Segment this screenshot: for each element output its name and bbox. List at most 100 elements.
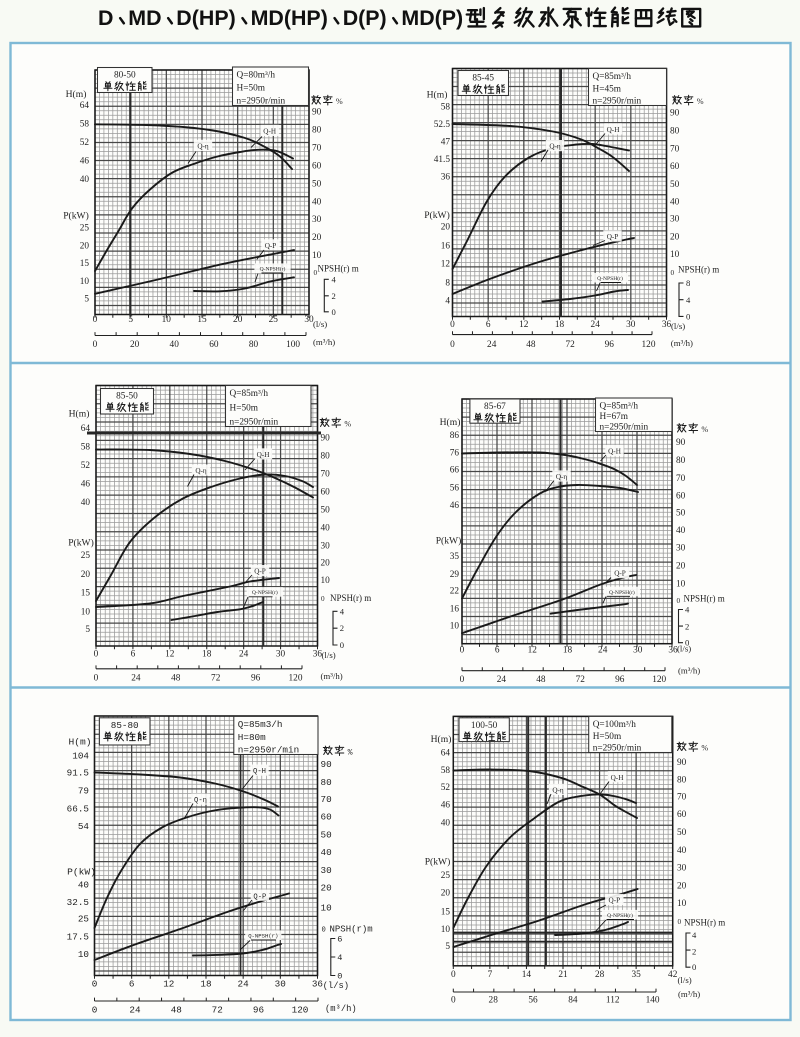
svg-text:P(kW): P(kW) [68,537,94,548]
svg-text:12: 12 [519,320,529,330]
svg-text:12: 12 [441,260,451,270]
svg-text:80: 80 [321,451,331,461]
svg-text:24: 24 [487,340,497,350]
svg-text:NPSH(r) m: NPSH(r) m [684,594,725,604]
svg-text:40: 40 [676,526,686,536]
svg-text:H=45m: H=45m [593,84,622,94]
svg-text:Q-H: Q-H [607,126,620,134]
svg-text:H=50m: H=50m [230,403,259,413]
svg-text:48: 48 [171,673,181,683]
svg-text:0: 0 [92,1005,98,1016]
svg-text:0: 0 [93,340,98,350]
svg-text:n=2950r/min: n=2950r/min [237,97,286,107]
svg-text:10: 10 [321,902,332,913]
svg-text:80: 80 [677,776,687,786]
svg-text:10: 10 [676,579,686,589]
svg-text:P(kW): P(kW) [425,856,451,867]
svg-text:60: 60 [321,487,331,497]
svg-text:Q-NPSH(r): Q-NPSH(r) [607,912,633,919]
svg-text:112: 112 [606,996,620,1006]
svg-text:48: 48 [536,675,546,685]
svg-text:40: 40 [170,340,180,350]
svg-text:0: 0 [340,640,344,650]
svg-text:80: 80 [249,340,259,350]
svg-text:(l/s): (l/s) [678,975,692,985]
svg-text:8: 8 [686,278,690,288]
svg-text:60: 60 [670,162,680,172]
svg-text:36: 36 [313,650,323,660]
svg-text:60: 60 [312,161,322,171]
svg-text:30: 30 [677,863,687,873]
svg-text:24: 24 [497,675,507,685]
svg-text:Q-H: Q-H [263,128,276,136]
svg-text:(m³/h): (m³/h) [325,1004,357,1014]
svg-text:90: 90 [312,107,322,117]
svg-text:5: 5 [445,942,450,952]
svg-text:6: 6 [129,978,135,989]
svg-text:(m³/h): (m³/h) [313,337,335,347]
svg-text:0: 0 [677,597,681,605]
svg-text:85-45: 85-45 [472,74,494,84]
svg-text:56: 56 [528,996,538,1006]
svg-text:29: 29 [450,570,460,580]
svg-text:0: 0 [94,650,99,660]
svg-text:17.5: 17.5 [67,932,89,943]
svg-text:64: 64 [80,101,90,111]
svg-text:50: 50 [312,179,322,189]
svg-text:90: 90 [670,109,680,119]
svg-text:12: 12 [165,650,175,660]
svg-text:35: 35 [631,970,641,980]
svg-text:10: 10 [312,251,322,261]
svg-text:79: 79 [78,785,89,796]
svg-text:66.5: 66.5 [67,803,89,814]
svg-text:Q-η: Q-η [556,473,568,481]
svg-text:6: 6 [131,650,136,660]
svg-text:20: 20 [677,881,687,891]
svg-text:70: 70 [321,794,332,805]
svg-text:10: 10 [321,576,331,586]
svg-text:30: 30 [276,650,286,660]
svg-text:30: 30 [670,215,680,225]
svg-text:46: 46 [450,501,460,511]
svg-text:4: 4 [337,953,342,963]
svg-text:6: 6 [486,320,491,330]
svg-text:30: 30 [626,320,636,330]
svg-text:72: 72 [565,340,575,350]
svg-text:100-50: 100-50 [471,721,498,731]
svg-text:20: 20 [80,242,90,252]
svg-text:n=2950r/min: n=2950r/min [238,745,299,756]
svg-text:8: 8 [445,278,450,288]
svg-text:0: 0 [450,320,455,330]
svg-text:28: 28 [489,996,499,1006]
svg-text:H(m): H(m) [431,734,452,745]
svg-text:Q=85m³/h: Q=85m³/h [593,72,632,82]
svg-text:46: 46 [81,479,91,489]
svg-text:Q-η: Q-η [195,467,207,475]
svg-text:50: 50 [676,509,686,519]
svg-text:15: 15 [197,315,207,325]
svg-text:Q-η: Q-η [197,143,209,151]
svg-text:72: 72 [211,673,221,683]
svg-text:(m³/h): (m³/h) [321,671,343,681]
svg-text:30: 30 [312,215,322,225]
svg-text:20: 20 [676,562,686,572]
svg-text:80-50: 80-50 [114,71,136,81]
svg-text:(m³/h): (m³/h) [671,338,693,348]
svg-text:52: 52 [441,783,451,793]
svg-text:30: 30 [676,544,686,554]
svg-text:0: 0 [451,996,456,1006]
svg-text:50: 50 [321,830,332,841]
svg-text:(l/s): (l/s) [323,981,349,991]
svg-text:Q-H: Q-H [611,774,624,782]
svg-text:4: 4 [332,275,337,285]
svg-text:58: 58 [80,120,90,130]
svg-text:n=2950r/min: n=2950r/min [593,744,642,754]
svg-text:70: 70 [676,474,686,484]
svg-text:40: 40 [80,175,90,185]
svg-text:MD(P): MD(P) [401,6,463,30]
svg-text:Q-P: Q-P [609,897,621,905]
svg-text:n=2950r/min: n=2950r/min [600,423,649,433]
svg-text:60: 60 [676,491,686,501]
svg-text:Q-η: Q-η [194,797,207,805]
svg-text:H(m): H(m) [66,89,87,100]
